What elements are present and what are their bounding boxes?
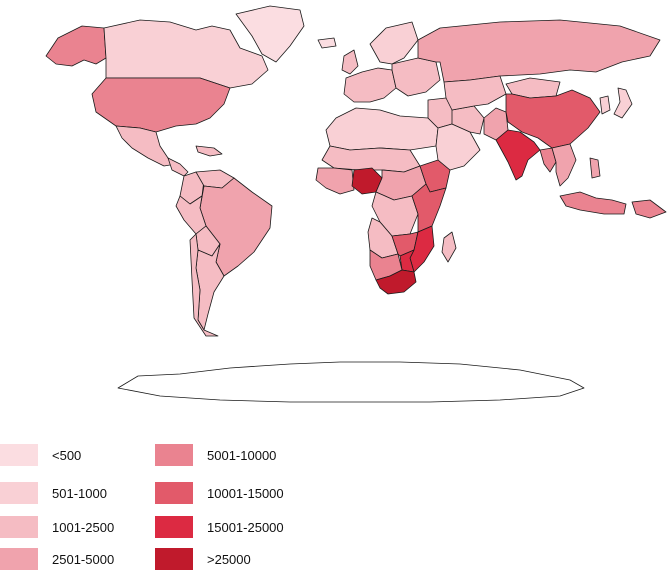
region-uk [341, 49, 359, 75]
region-china [505, 89, 601, 149]
region-madagascar [441, 231, 457, 263]
region-south-africa [375, 269, 417, 295]
legend-label: <500 [52, 447, 82, 463]
legend-swatch [155, 482, 193, 504]
legend-label: 5001-10000 [207, 447, 277, 463]
region-indonesia [559, 191, 627, 215]
legend-swatch [155, 516, 193, 538]
legend-item: 1001-2500 [0, 516, 114, 538]
region-iceland [317, 37, 337, 49]
region-mexico [115, 125, 177, 167]
legend-label: 1001-2500 [52, 519, 115, 535]
region-east-africa [411, 183, 447, 233]
region-north-africa [325, 107, 439, 151]
legend-swatch [155, 548, 193, 570]
legend-item: >25000 [155, 548, 251, 570]
legend-label: 501-1000 [52, 485, 107, 501]
region-alaska [45, 25, 107, 67]
region-scandinavia [369, 21, 419, 65]
region-central-asia [443, 75, 507, 111]
legend-item: 501-1000 [0, 482, 107, 504]
region-korea [599, 95, 611, 115]
legend-swatch [155, 444, 193, 466]
legend-label: 15001-25000 [207, 519, 284, 535]
legend-swatch [0, 516, 38, 538]
region-usa [91, 77, 231, 133]
region-greenland [235, 5, 305, 63]
legend-label: 2501-5000 [52, 551, 115, 567]
legend-swatch [0, 444, 38, 466]
region-west-africa [315, 167, 355, 195]
region-western-europe [343, 67, 397, 103]
legend-item: <500 [0, 444, 81, 466]
legend-item: 15001-25000 [155, 516, 284, 538]
region-myanmar [539, 147, 557, 173]
region-japan [613, 87, 633, 119]
legend-item: 10001-15000 [155, 482, 284, 504]
region-india [495, 129, 541, 181]
world-choropleth-map [45, 5, 667, 403]
region-antarctica [117, 361, 585, 403]
region-caribbean [195, 145, 223, 157]
legend-item: 5001-10000 [155, 444, 276, 466]
region-eastern-europe [391, 57, 441, 97]
legend-label: >25000 [207, 551, 251, 567]
legend-label: 10001-15000 [207, 485, 284, 501]
region-papua-new-guinea [631, 199, 667, 219]
legend-item: 2501-5000 [0, 548, 114, 570]
region-central-america [167, 157, 189, 177]
region-russia [417, 19, 661, 83]
region-southeast-asia [551, 143, 577, 187]
legend-swatch [0, 482, 38, 504]
legend-swatch [0, 548, 38, 570]
region-philippines [589, 157, 601, 179]
region-chile [189, 233, 219, 337]
